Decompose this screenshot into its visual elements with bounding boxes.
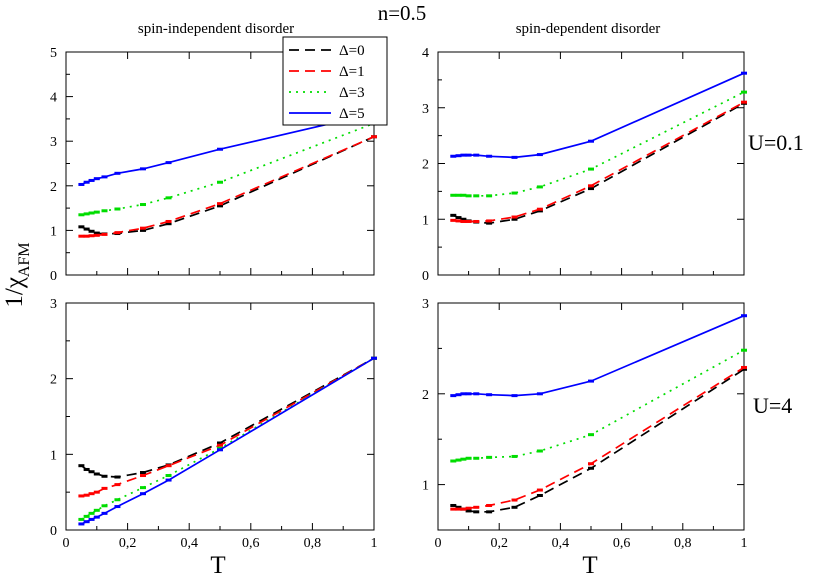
y-tick-label: 4 (50, 91, 57, 106)
x-tick-label: 1 (371, 536, 378, 551)
y-tick-label: 5 (50, 46, 57, 61)
series-1-line (81, 357, 375, 497)
series-0-line (80, 357, 375, 478)
plot-frame (437, 302, 745, 531)
column-title-right: spin-dependent disorder (516, 21, 661, 37)
legend-label: Δ=3 (339, 85, 365, 101)
legend-label: Δ=5 (339, 106, 365, 122)
x-axis-label-right: T (582, 552, 597, 576)
y-tick-label: 4 (422, 46, 429, 61)
series-0-line (81, 135, 375, 235)
legend-label: Δ=1 (339, 64, 365, 80)
x-tick-label: 0,8 (304, 536, 322, 551)
y-tick-label: 2 (422, 388, 429, 403)
series-1-line (81, 135, 375, 238)
series-0-line (452, 102, 745, 225)
x-tick-label: 0,8 (674, 536, 692, 551)
y-tick-label: 1 (50, 224, 57, 239)
series-0-line (453, 368, 745, 513)
y-axis-label: 1/χAFM (1, 242, 33, 307)
y-tick-label: 2 (50, 180, 57, 195)
x-axis-label-left: T (210, 552, 225, 576)
x-tick-label: 0,2 (119, 536, 137, 551)
x-tick-label: 0 (435, 536, 442, 551)
row-label-bottom: U=4 (753, 393, 792, 418)
y-tick-label: 1 (50, 448, 57, 463)
legend-label: Δ=0 (339, 43, 365, 59)
x-tick-label: 0,6 (613, 536, 631, 551)
series-1-line (453, 366, 745, 510)
y-tick-label: 3 (422, 102, 429, 117)
series-3-line (453, 349, 745, 462)
y-axis-label-main: 1/χ (1, 277, 28, 308)
y-tick-label: 1 (422, 479, 429, 494)
y-tick-label: 1 (422, 213, 429, 228)
plot-frame (65, 302, 375, 531)
x-tick-label: 0 (63, 536, 70, 551)
x-tick-label: 0,4 (552, 536, 570, 551)
column-title-left: spin-independent disorder (138, 21, 294, 37)
plot-frame (437, 51, 745, 276)
y-tick-label: 0 (422, 269, 429, 284)
series-5-line (453, 314, 745, 397)
legend: Δ=0 Δ=1 Δ=3 Δ=5 (282, 36, 388, 126)
chart-panel-3: 0 0,2 0,4 0,6 0,8 1 0 1 2 3 (50, 297, 378, 551)
x-tick-label: 0,4 (180, 536, 198, 551)
series-3-line (453, 91, 745, 197)
chart-panel-1: 0 1 2 3 4 5 (50, 46, 377, 284)
chart-panel-4: 0 0,2 0,4 0,6 0,8 1 1 2 3 (422, 297, 748, 551)
y-tick-label: 3 (50, 135, 57, 150)
series-1-line (453, 101, 745, 223)
y-tick-label: 3 (422, 297, 429, 312)
y-tick-label: 3 (50, 297, 57, 312)
y-tick-label: 0 (50, 269, 57, 284)
y-tick-label: 2 (422, 158, 429, 173)
figure-title: n=0.5 (378, 1, 427, 25)
row-label-top: U=0.1 (748, 130, 804, 155)
x-tick-label: 0,6 (242, 536, 260, 551)
y-axis-label-sub: AFM (16, 242, 33, 277)
x-tick-label: 0,2 (490, 536, 508, 551)
y-tick-label: 0 (50, 524, 57, 539)
legend-box (282, 36, 388, 126)
y-tick-label: 2 (50, 373, 57, 388)
series-5-line (453, 72, 745, 159)
x-tick-label: 1 (741, 536, 748, 551)
chart-panel-2: 0 1 2 3 4 (422, 46, 747, 284)
